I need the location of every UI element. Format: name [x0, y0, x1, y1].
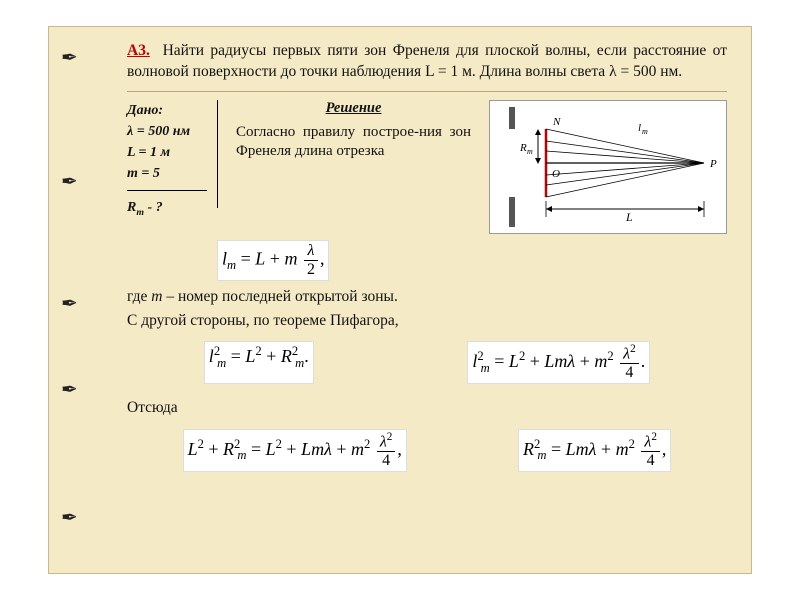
problem-statement: А3. Найти радиусы первых пяти зон Френел…: [127, 41, 727, 83]
bullet-icon: ✒: [61, 505, 97, 525]
solution-lead: Согласно правилу построе-ния зон Френеля…: [236, 123, 471, 162]
bullet-icon: ✒: [61, 169, 97, 189]
solution-title: Решение: [236, 100, 471, 117]
pythagoras-line: С другой стороны, по теореме Пифагора,: [127, 311, 727, 331]
formula-lm: lm = L + m λ2,: [217, 240, 727, 281]
after-lm: где m – номер последней открытой зоны.: [127, 287, 727, 307]
svg-text:R: R: [519, 142, 527, 154]
bullet-icon: ✒: [61, 377, 97, 397]
divider: [127, 91, 727, 92]
problem-number: А3.: [127, 42, 150, 59]
bullet-icon: ✒: [61, 291, 97, 311]
formula-pythagoras: l2m = L2 + R2m. l2m = L2 + Lmλ + m2 λ24.: [127, 341, 727, 384]
problem-text: Найти радиусы первых пяти зон Френеля дл…: [127, 42, 727, 80]
svg-text:O: O: [552, 168, 560, 180]
svg-text:N: N: [552, 116, 561, 128]
svg-text:m: m: [642, 127, 648, 136]
svg-text:L: L: [625, 210, 633, 224]
svg-text:l: l: [638, 122, 641, 134]
given-title: Дано:: [127, 100, 207, 121]
given-find: Rm - ?: [127, 197, 207, 220]
bullet-icon: ✒: [61, 45, 97, 65]
given-block: Дано: λ = 500 нм L = 1 м m = 5 Rm - ?: [127, 100, 218, 220]
given-line: L = 1 м: [127, 142, 207, 163]
fresnel-diagram: N O P R m l m L: [489, 100, 727, 234]
given-line: λ = 500 нм: [127, 121, 207, 142]
solution-column: Решение Согласно правилу построе-ния зон…: [236, 100, 471, 162]
formula-final: L2 + R2m = L2 + Lmλ + m2 λ24, R2m = Lmλ …: [127, 429, 727, 472]
svg-text:P: P: [709, 158, 717, 170]
given-line: m = 5: [127, 163, 207, 184]
hence: Отсюда: [127, 398, 727, 418]
svg-text:m: m: [527, 147, 533, 156]
